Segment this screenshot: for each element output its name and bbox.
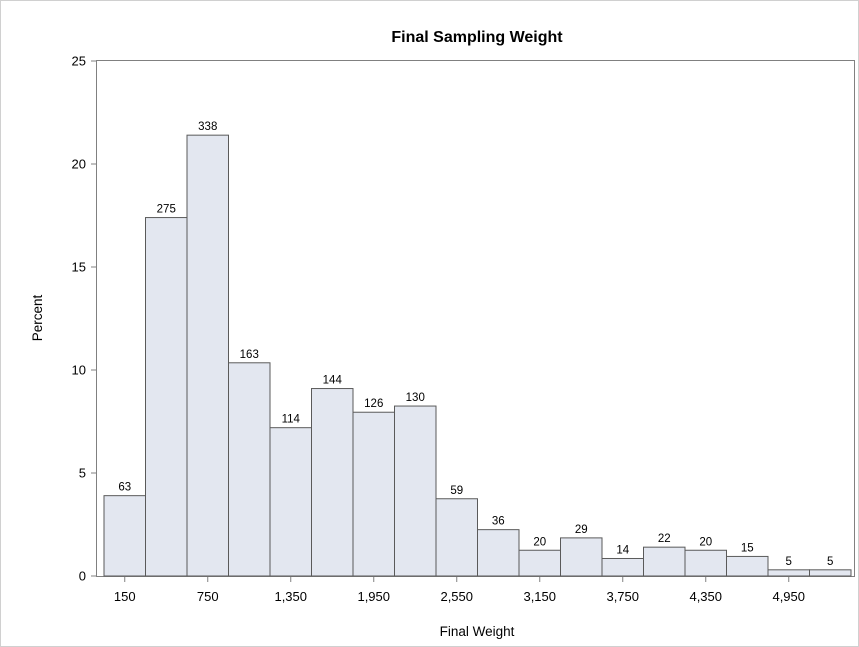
x-tick-label: 4,350 (689, 589, 722, 604)
bar-count-label: 114 (282, 414, 301, 426)
histogram-bar (477, 529, 520, 577)
x-tick-label: 1,350 (274, 589, 307, 604)
y-tick-label: 0 (79, 569, 86, 584)
bar-count-label: 20 (699, 536, 712, 548)
bar-count-label: 29 (575, 524, 588, 536)
x-tick-label: 150 (114, 589, 136, 604)
bar-count-label: 5 (786, 556, 792, 568)
y-axis: 0 5 10 15 20 25 (72, 54, 97, 584)
histogram-bar (518, 549, 561, 577)
y-tick-label: 5 (79, 466, 86, 481)
histogram-bar (767, 569, 810, 577)
y-tick-label: 25 (72, 54, 86, 69)
histogram-bar (228, 362, 271, 577)
histogram-bar (809, 569, 852, 577)
histogram-bar (601, 557, 644, 577)
x-tick-label: 750 (197, 589, 219, 604)
bar-count-label: 59 (450, 485, 463, 497)
histogram-bar (684, 549, 727, 577)
x-tick-label: 3,750 (606, 589, 639, 604)
y-axis-title: Percent (30, 294, 45, 341)
bar-count-label: 36 (492, 516, 505, 528)
bar-count-label: 163 (240, 349, 259, 361)
bar-count-label: 22 (658, 533, 671, 545)
histogram-bar (560, 537, 603, 577)
bar-count-label: 126 (364, 398, 383, 410)
bar-count-label: 338 (198, 121, 217, 133)
x-axis: 150 750 1,350 1,950 2,550 3,150 3,750 4,350 4,95… (114, 576, 805, 604)
histogram-bar (643, 546, 686, 577)
x-axis-title: Final Weight (440, 624, 515, 639)
histogram-bar (394, 405, 437, 577)
histogram-bar (311, 388, 354, 577)
chart-title: Final Sampling Weight (391, 29, 563, 46)
bar-count-label: 144 (323, 375, 343, 387)
x-tick-label: 1,950 (357, 589, 390, 604)
bar-count-label: 275 (157, 204, 176, 216)
histogram-bar (726, 555, 769, 577)
bar-count-label: 20 (533, 536, 546, 548)
histogram-bar (103, 495, 146, 577)
bar-count-label: 14 (616, 544, 629, 556)
bar-count-label: 15 (741, 542, 754, 554)
histogram-bar (269, 427, 312, 577)
y-tick-label: 15 (72, 260, 86, 275)
bar-labels-group: 63 275 338 163 114 144 126 130 59 36 20 29 14 22 20 15 5… (118, 121, 833, 568)
histogram-bar (145, 217, 188, 577)
bar-count-label: 63 (118, 482, 131, 494)
x-tick-label: 2,550 (440, 589, 473, 604)
histogram-bar (352, 411, 395, 577)
y-tick-label: 20 (72, 157, 86, 172)
histogram-bar (186, 134, 229, 577)
bars-group (103, 134, 852, 577)
bar-count-label: 130 (406, 392, 425, 404)
x-tick-label: 3,150 (523, 589, 556, 604)
y-tick-label: 10 (72, 363, 86, 378)
x-tick-label: 4,950 (772, 589, 805, 604)
bar-count-label: 5 (827, 556, 833, 568)
histogram-bar (435, 498, 478, 577)
